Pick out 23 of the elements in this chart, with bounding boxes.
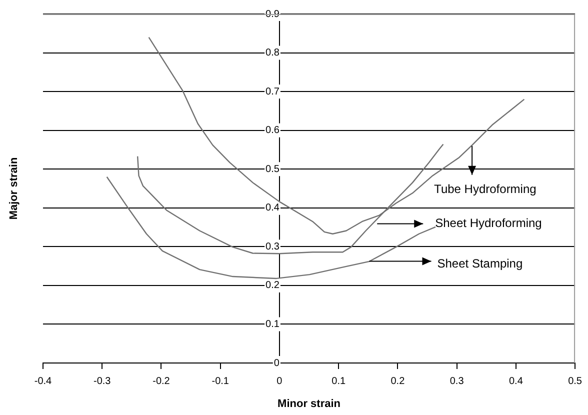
x-axis-title: Minor strain [278, 398, 341, 410]
annotation: Sheet Hydroforming [435, 216, 542, 230]
x-tick-label: -0.2 [152, 376, 170, 387]
y-tick-label: 0.8 [266, 48, 280, 59]
y-tick-label: 0.1 [266, 318, 280, 330]
x-tick-label: 0.1 [332, 376, 346, 387]
x-tick-label: 0.2 [390, 376, 406, 387]
y-tick-label: 0.6 [266, 125, 280, 136]
y-tick-label: 0.7 [266, 86, 280, 98]
y-tick-label: 0.5 [266, 164, 280, 175]
annotation: Sheet Stamping [437, 256, 523, 271]
y-tick-label: 0 [274, 358, 280, 369]
y-tick-label: 0.2 [266, 280, 280, 292]
y-tick-label: 0.3 [266, 241, 280, 252]
x-tick-label: 0.5 [568, 376, 582, 387]
x-tick-label: -0.3 [94, 376, 112, 387]
annotation: Tube Hydroforming [434, 182, 536, 196]
x-tick-label: -0.1 [212, 376, 230, 387]
x-tick-label: 0.4 [508, 376, 524, 387]
y-axis-title: Major strain [8, 157, 20, 220]
y-tick-label: 0.4 [266, 202, 280, 214]
x-tick-label: -0.4 [34, 376, 52, 387]
x-tick-label: 0.3 [450, 376, 464, 387]
